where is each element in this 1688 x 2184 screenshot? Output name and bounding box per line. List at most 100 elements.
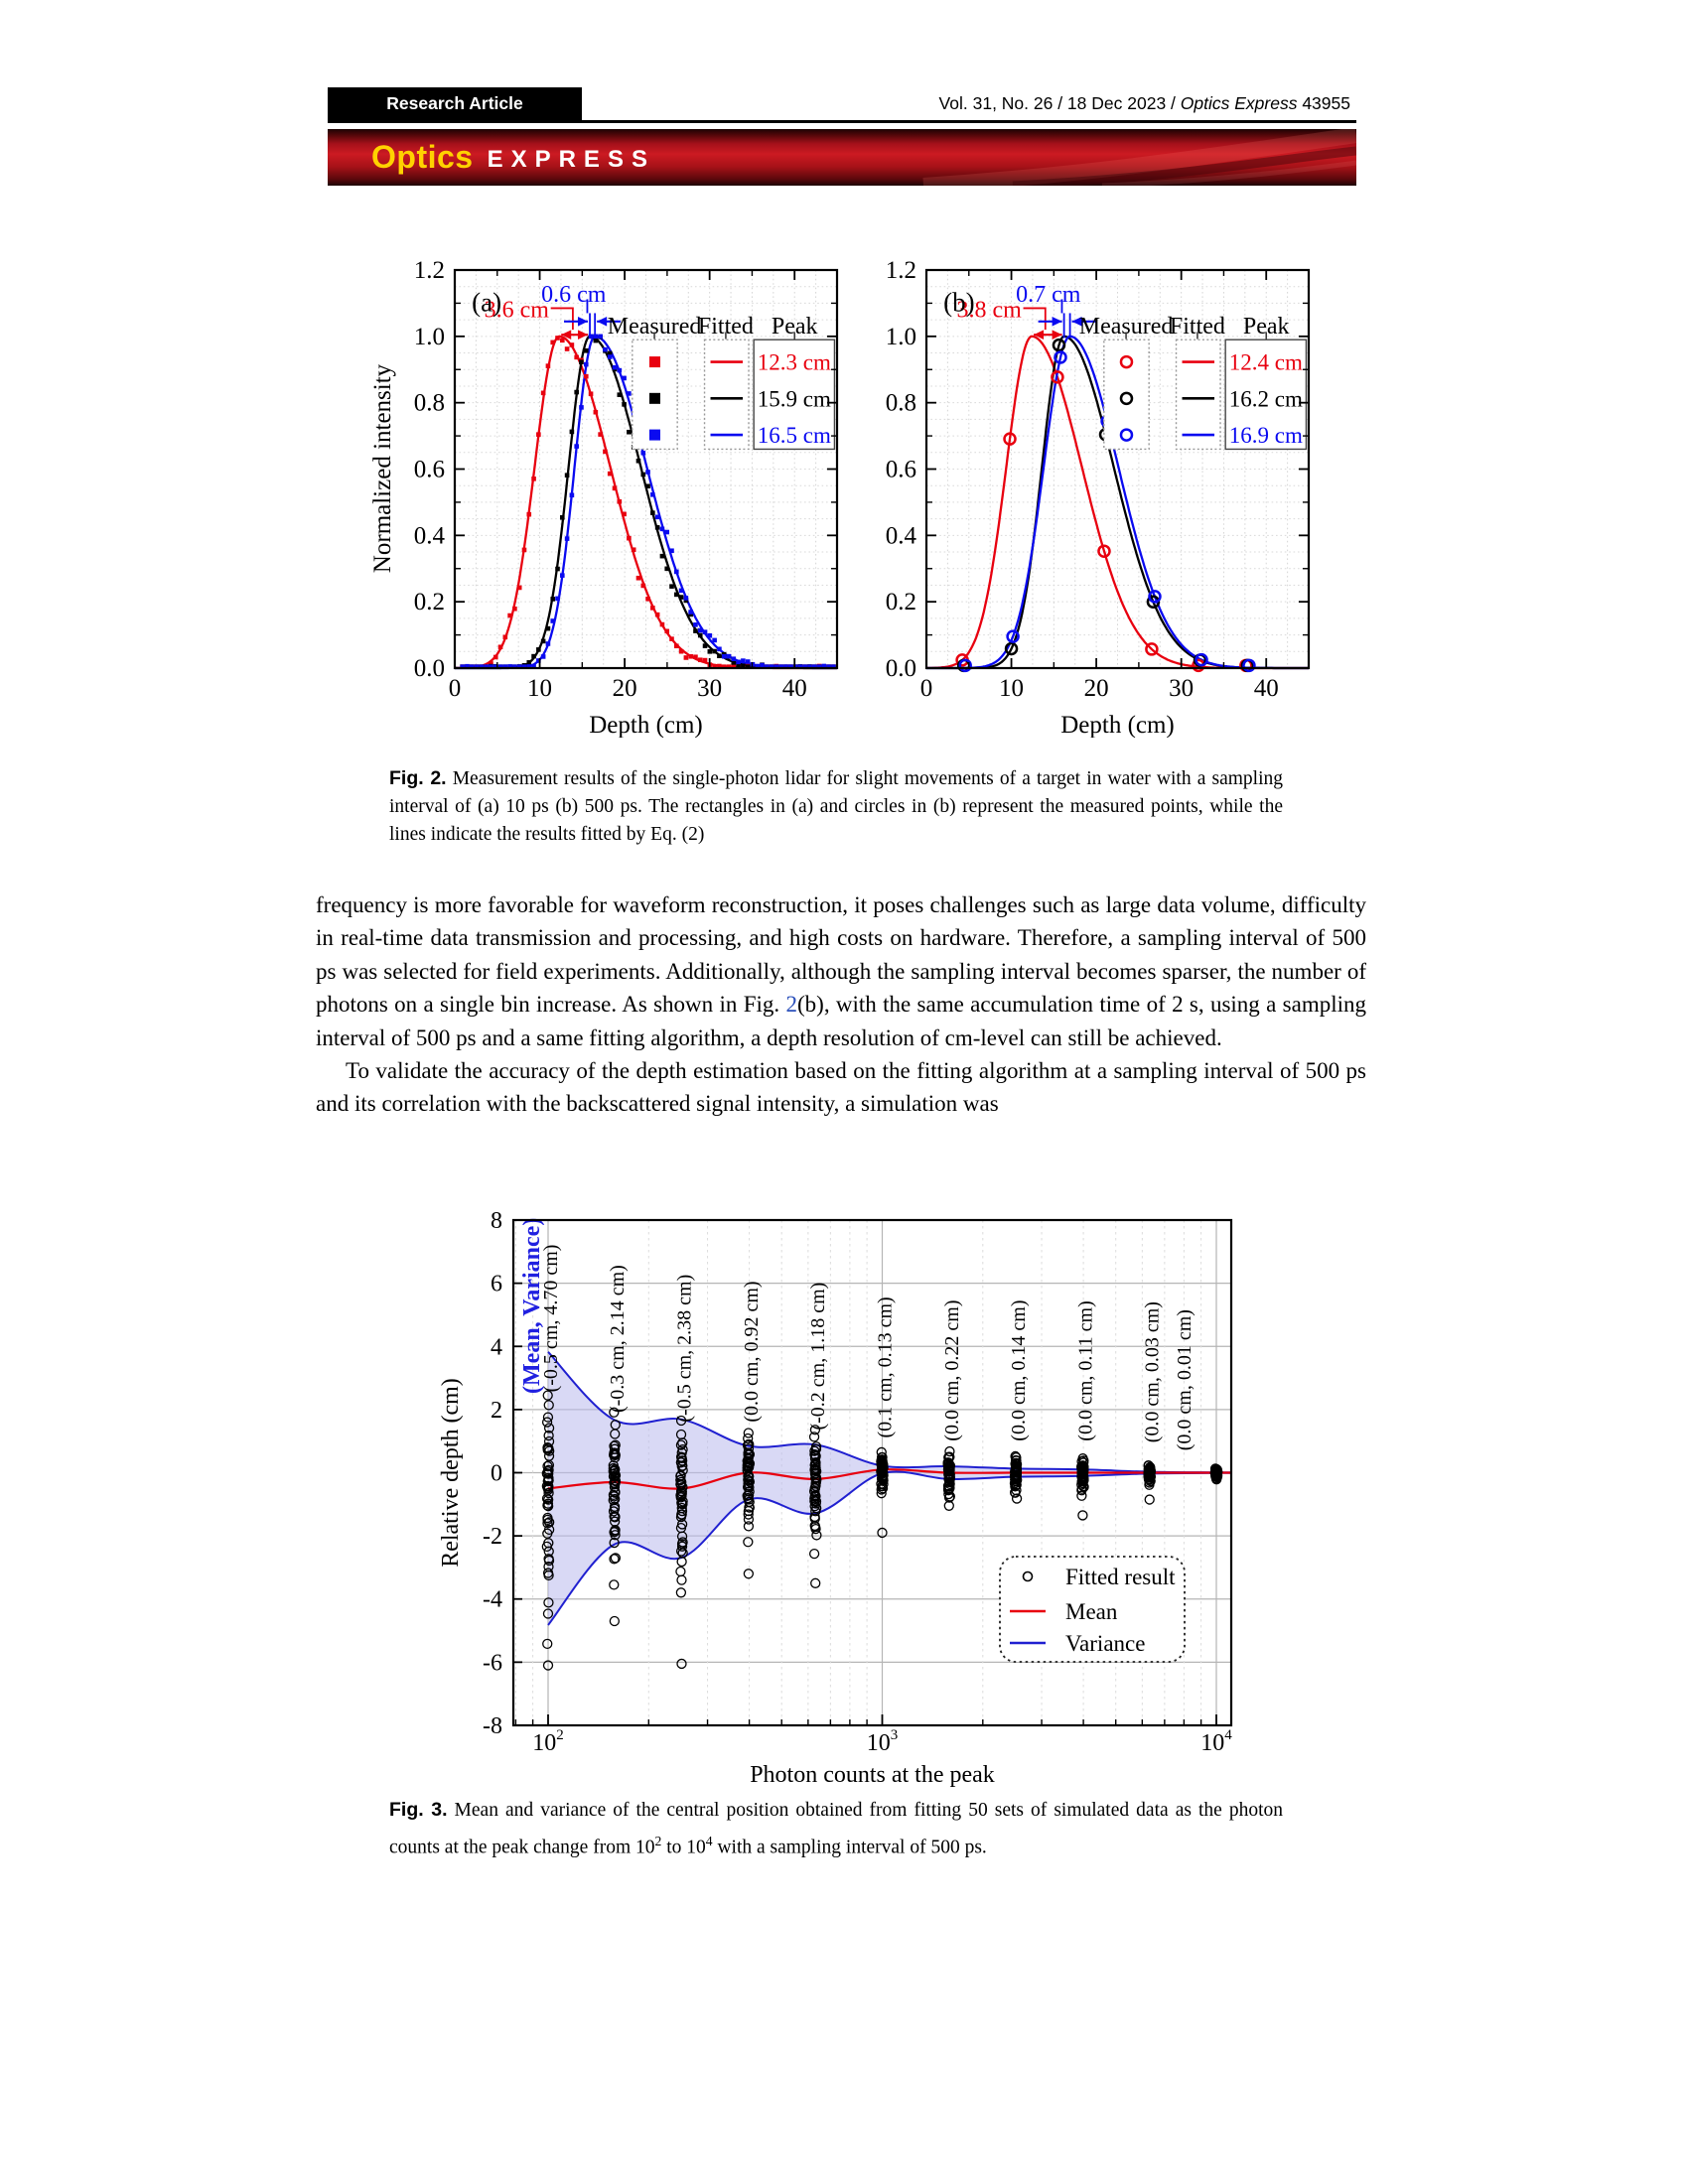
svg-text:(0.0 cm, 0.11 cm): (0.0 cm, 0.11 cm) xyxy=(1074,1300,1096,1440)
svg-text:40: 40 xyxy=(782,675,807,702)
fig2-caption: Fig. 2. Measurement results of the singl… xyxy=(389,764,1283,849)
citation-volume: Vol. 31, No. 26 / 18 Dec 2023 / xyxy=(938,93,1181,113)
svg-text:4: 4 xyxy=(491,1334,502,1360)
svg-text:3.6 cm: 3.6 cm xyxy=(485,297,550,323)
svg-text:15.9 cm: 15.9 cm xyxy=(758,386,831,411)
journal-logo: Optics EXPRESS xyxy=(371,129,655,186)
page-header: Research Article Vol. 31, No. 26 / 18 De… xyxy=(328,87,1356,123)
svg-text:40: 40 xyxy=(1254,675,1279,702)
svg-text:(Mean, Variance): (Mean, Variance) xyxy=(519,1218,545,1394)
paragraph-1: frequency is more favorable for waveform… xyxy=(316,888,1366,1054)
fig2-caption-text: Measurement results of the single-photon… xyxy=(389,768,1283,845)
fig3-caption-sup1: 2 xyxy=(654,1834,662,1848)
svg-text:0: 0 xyxy=(491,1461,502,1487)
svg-text:0.8: 0.8 xyxy=(886,390,916,417)
svg-text:Variance: Variance xyxy=(1065,1631,1145,1656)
journal-banner: Optics EXPRESS xyxy=(328,129,1356,186)
article-type-badge: Research Article xyxy=(328,87,582,120)
paragraph-2: To validate the accuracy of the depth es… xyxy=(316,1058,1366,1117)
svg-text:30: 30 xyxy=(697,675,722,702)
svg-text:104: 104 xyxy=(1200,1727,1232,1756)
svg-text:(0.0 cm, 0.92 cm): (0.0 cm, 0.92 cm) xyxy=(741,1281,763,1422)
svg-text:16.9 cm: 16.9 cm xyxy=(1229,423,1303,448)
svg-text:0.2: 0.2 xyxy=(886,589,916,615)
svg-text:(-0.5 cm, 4.70 cm): (-0.5 cm, 4.70 cm) xyxy=(540,1245,562,1393)
fig3-caption-text3: with a sampling interval of 500 ps. xyxy=(712,1837,987,1858)
svg-text:(b): (b) xyxy=(943,287,974,317)
svg-text:Depth (cm): Depth (cm) xyxy=(589,712,703,738)
svg-text:1.2: 1.2 xyxy=(414,257,445,284)
banner-swoosh-decoration xyxy=(922,129,1356,186)
svg-text:16.2 cm: 16.2 cm xyxy=(1229,386,1303,411)
svg-text:0.4: 0.4 xyxy=(886,522,917,549)
fig3-caption-text: Mean and variance of the central positio… xyxy=(389,1800,1284,1858)
fig3-caption-text2: to 10 xyxy=(661,1837,706,1858)
svg-text:(-0.3 cm, 2.14 cm): (-0.3 cm, 2.14 cm) xyxy=(607,1265,629,1413)
svg-text:102: 102 xyxy=(532,1727,564,1756)
svg-text:(0.0 cm, 0.01 cm): (0.0 cm, 0.01 cm) xyxy=(1174,1309,1196,1450)
svg-text:-4: -4 xyxy=(483,1587,502,1613)
svg-text:(0.0 cm, 0.03 cm): (0.0 cm, 0.03 cm) xyxy=(1142,1301,1164,1442)
svg-text:Photon counts at the peak: Photon counts at the peak xyxy=(750,1762,995,1788)
svg-text:-8: -8 xyxy=(483,1713,502,1739)
svg-text:12.4 cm: 12.4 cm xyxy=(1229,350,1303,375)
svg-text:8: 8 xyxy=(491,1208,502,1234)
svg-text:-6: -6 xyxy=(483,1650,502,1676)
svg-text:1.0: 1.0 xyxy=(414,324,445,350)
svg-text:1.0: 1.0 xyxy=(886,324,916,350)
svg-text:0: 0 xyxy=(449,675,462,702)
paragraph-1-text-after: (b), with the same accumulation time of … xyxy=(316,992,1367,1050)
svg-text:0.6 cm: 0.6 cm xyxy=(541,282,607,308)
svg-text:(0.1 cm, 0.13 cm): (0.1 cm, 0.13 cm) xyxy=(875,1297,897,1437)
svg-text:(0.0 cm, 0.14 cm): (0.0 cm, 0.14 cm) xyxy=(1008,1300,1030,1441)
body-text: frequency is more favorable for waveform… xyxy=(316,888,1366,1121)
svg-text:Normalized intensity: Normalized intensity xyxy=(369,363,396,573)
svg-text:(0.0 cm, 0.22 cm): (0.0 cm, 0.22 cm) xyxy=(941,1300,963,1441)
svg-text:20: 20 xyxy=(613,675,637,702)
journal-logo-express: EXPRESS xyxy=(487,145,655,173)
article-type-label: Research Article xyxy=(386,93,523,113)
svg-text:0.2: 0.2 xyxy=(414,589,445,615)
paragraph-1-text: frequency is more favorable for waveform… xyxy=(316,892,1366,1018)
svg-text:1.2: 1.2 xyxy=(886,257,916,284)
fig3-caption: Fig. 3. Mean and variance of the central… xyxy=(389,1795,1283,1863)
svg-text:0.7 cm: 0.7 cm xyxy=(1016,282,1081,308)
svg-text:16.5 cm: 16.5 cm xyxy=(758,423,831,448)
svg-text:20: 20 xyxy=(1084,675,1109,702)
svg-text:2: 2 xyxy=(491,1398,502,1424)
svg-text:0.6: 0.6 xyxy=(414,457,445,483)
citation-journal: Optics Express xyxy=(1180,93,1298,113)
svg-text:3.8 cm: 3.8 cm xyxy=(956,297,1022,323)
svg-text:Mean: Mean xyxy=(1065,1599,1118,1624)
fig3-chart: (-0.5 cm, 4.70 cm) (-0.3 cm, 2.14 cm) (-0.… xyxy=(438,1208,1232,1788)
svg-text:Relative depth (cm): Relative depth (cm) xyxy=(438,1378,464,1568)
svg-text:(a): (a) xyxy=(472,287,501,317)
svg-text:0: 0 xyxy=(920,675,933,702)
svg-text:0.6: 0.6 xyxy=(886,457,916,483)
citation-page: 43955 xyxy=(1302,93,1350,113)
svg-text:103: 103 xyxy=(867,1727,899,1756)
fig2-citation-link[interactable]: 2 xyxy=(785,992,798,1018)
fig3-caption-sup2: 4 xyxy=(705,1834,713,1848)
svg-text:0.0: 0.0 xyxy=(414,655,445,682)
svg-text:12.3 cm: 12.3 cm xyxy=(758,350,831,375)
fig3-caption-label: Fig. 3. xyxy=(389,1799,448,1821)
svg-text:(-0.5 cm, 2.38 cm): (-0.5 cm, 2.38 cm) xyxy=(673,1275,695,1423)
svg-text:10: 10 xyxy=(999,675,1024,702)
journal-logo-optics: Optics xyxy=(371,139,474,175)
svg-text:Fitted result: Fitted result xyxy=(1065,1565,1176,1589)
svg-text:0.8: 0.8 xyxy=(414,390,445,417)
svg-text:0.4: 0.4 xyxy=(414,522,446,549)
svg-text:0.0: 0.0 xyxy=(886,655,916,682)
svg-text:(-0.2 cm, 1.18 cm): (-0.2 cm, 1.18 cm) xyxy=(807,1283,829,1431)
svg-text:30: 30 xyxy=(1169,675,1194,702)
citation-line: Vol. 31, No. 26 / 18 Dec 2023 / Optics E… xyxy=(939,93,1350,114)
fig2-caption-label: Fig. 2. xyxy=(389,767,447,789)
svg-text:Depth (cm): Depth (cm) xyxy=(1060,712,1175,738)
svg-text:-2: -2 xyxy=(483,1524,502,1550)
svg-text:6: 6 xyxy=(491,1272,502,1297)
svg-text:10: 10 xyxy=(527,675,552,702)
